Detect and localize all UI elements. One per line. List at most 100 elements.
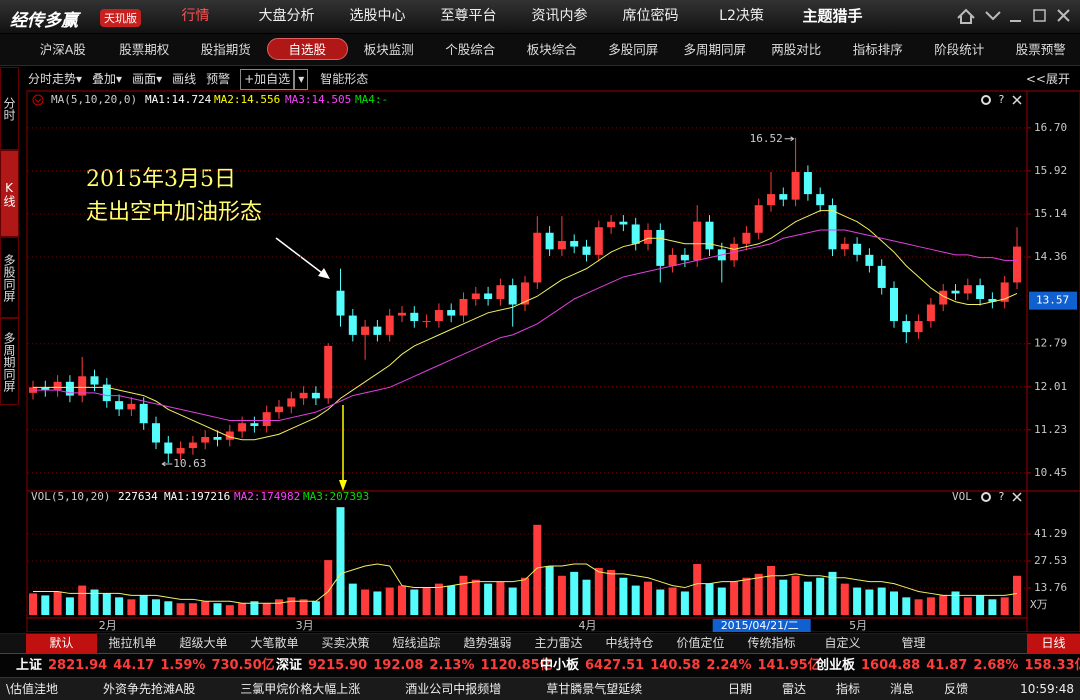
candle-body — [201, 437, 210, 443]
logo: 经传多赢 — [10, 11, 78, 31]
volume-bar — [65, 597, 74, 615]
bottom-tab[interactable]: 价值定位 — [676, 636, 725, 650]
candle-body — [976, 285, 985, 299]
bottom-tab[interactable]: 超级大单 — [179, 636, 228, 650]
side-tab[interactable]: 多周期同屏 — [0, 318, 19, 405]
status-item[interactable]: 日期 — [728, 682, 753, 696]
sub-tab[interactable]: 沪深A股 — [39, 42, 86, 57]
sub-tab[interactable]: 多股同屏 — [608, 42, 659, 57]
index-value: 192.08 — [373, 658, 424, 673]
period-tab[interactable]: 日线 — [1027, 634, 1080, 653]
candle-body — [644, 229, 652, 244]
sub-tab[interactable]: 指标排序 — [852, 42, 903, 57]
toolbar-item[interactable]: 分时走势▾ — [28, 72, 83, 86]
index-value: 140.58 — [650, 658, 701, 673]
annotation-arrowhead — [318, 268, 330, 279]
x-tick-label: 3月 — [296, 619, 314, 632]
bottom-tab[interactable]: 主力雷达 — [534, 636, 583, 650]
bottom-tab[interactable]: 大笔散单 — [250, 636, 299, 650]
volume-bar — [139, 595, 148, 615]
volume-bar — [398, 585, 406, 615]
candle-body — [582, 246, 591, 255]
volume-bar — [865, 589, 874, 615]
toolbar-item[interactable]: 智能形态 — [320, 72, 369, 86]
sub-tab[interactable]: 股指期货 — [200, 42, 251, 57]
volume-bar — [250, 601, 259, 615]
y-tick-label: 16.70 — [1034, 121, 1067, 134]
home-icon — [957, 8, 975, 24]
ticker-item[interactable]: \估值洼地 — [6, 682, 59, 696]
ticker-item[interactable]: 草甘膦景气望延续 — [546, 682, 643, 696]
max-icon — [1033, 9, 1046, 22]
volume-bar — [570, 571, 579, 615]
close-icon — [1012, 95, 1022, 105]
index-value: 1.59% — [160, 658, 206, 673]
nav-tab[interactable]: 选股中心 — [349, 8, 406, 24]
sub-tab[interactable]: 板块监测 — [363, 42, 414, 57]
sub-tab[interactable]: 阶段统计 — [934, 42, 985, 57]
volume-bar — [730, 581, 739, 615]
sub-tab[interactable]: 股票预警 — [1015, 42, 1066, 57]
nav-tab[interactable]: 资讯内参 — [531, 8, 588, 24]
side-tab[interactable]: K线 — [0, 150, 19, 237]
volume-bar — [373, 591, 382, 615]
volume-bar — [176, 603, 185, 615]
sub-tab[interactable]: 个股综合 — [445, 42, 496, 57]
sub-tab[interactable]: 股票期权 — [119, 42, 170, 57]
nav-tab[interactable]: L2决策 — [719, 8, 764, 24]
bottom-tab[interactable]: 管理 — [901, 636, 926, 650]
volume-bar — [902, 597, 911, 615]
candle-body — [963, 285, 972, 294]
bottom-tab[interactable]: 买卖决策 — [321, 636, 370, 650]
toolbar-item[interactable]: 画线 — [172, 72, 197, 86]
ma-menu-icon[interactable] — [32, 94, 44, 106]
candle-body — [311, 392, 320, 399]
y-tick-label: 12.01 — [1034, 380, 1067, 393]
volume-bar — [779, 579, 788, 615]
help-icon: ? — [998, 93, 1005, 106]
ticker-item[interactable]: 三氯甲烷价格大幅上涨 — [240, 682, 361, 696]
bottom-tab[interactable]: 趋势强弱 — [463, 636, 512, 650]
volume-bar — [78, 585, 87, 615]
candle-body — [508, 285, 517, 305]
dropdown-arrow[interactable]: ▾ — [294, 69, 309, 90]
chart-frame — [26, 90, 1080, 632]
candle-body — [213, 437, 222, 440]
sub-tab[interactable]: 多周期同屏 — [683, 42, 746, 57]
bottom-tab[interactable]: 短线追踪 — [392, 636, 441, 650]
vol-legend-item: MA2:174982 — [234, 490, 300, 503]
bottom-tab[interactable]: 中线持仓 — [605, 636, 654, 650]
toolbar-item[interactable]: 画面▾ — [132, 72, 163, 86]
side-tab[interactable]: 分时 — [0, 67, 19, 150]
toolbar-item[interactable]: 预警 — [206, 72, 231, 86]
ma-legend-item: MA4:- — [355, 93, 388, 106]
status-item[interactable]: 反馈 — [944, 682, 969, 696]
volume-bar — [447, 585, 456, 615]
toolbar-item[interactable]: 叠加▾ — [92, 72, 123, 86]
bottom-tab[interactable]: 默认 — [26, 634, 97, 653]
sub-tab[interactable]: 自选股 — [266, 38, 348, 60]
toolbar-item[interactable]: +加自选 — [240, 69, 295, 90]
sub-tab[interactable]: 板块综合 — [526, 42, 577, 57]
volume-bar — [238, 603, 247, 615]
index-bar: 上证 2821.94 44.17 1.59% 730.50亿 深证 9215.90 192.0… — [0, 653, 1080, 678]
sub-tab[interactable]: 两股对比 — [771, 42, 822, 57]
ticker-item[interactable]: 外资争先抢滩A股 — [103, 682, 196, 696]
nav-tab[interactable]: 席位密码 — [622, 8, 679, 24]
volume-bar — [434, 583, 443, 615]
bottom-tab[interactable]: 传统指标 — [747, 636, 796, 650]
index-value: 6427.51 — [585, 658, 645, 673]
ma-line — [33, 229, 1017, 421]
bottom-tab[interactable]: 自定义 — [824, 636, 861, 650]
nav-tab[interactable]: 主题猎手 — [802, 7, 863, 25]
nav-tab[interactable]: 行情 — [181, 8, 210, 24]
nav-tab[interactable]: 大盘分析 — [258, 8, 315, 24]
bottom-tab[interactable]: 拖拉机单 — [108, 636, 157, 650]
status-item[interactable]: 指标 — [836, 682, 861, 696]
ticker-item[interactable]: 酒业公司中报频增 — [405, 682, 502, 696]
status-item[interactable]: 雷达 — [782, 682, 807, 696]
side-tab[interactable]: 多股同屏 — [0, 237, 19, 318]
nav-tab[interactable]: 至尊平台 — [440, 8, 497, 24]
status-item[interactable]: 消息 — [890, 682, 915, 696]
expand-button[interactable]: <<展开 — [1025, 72, 1070, 86]
